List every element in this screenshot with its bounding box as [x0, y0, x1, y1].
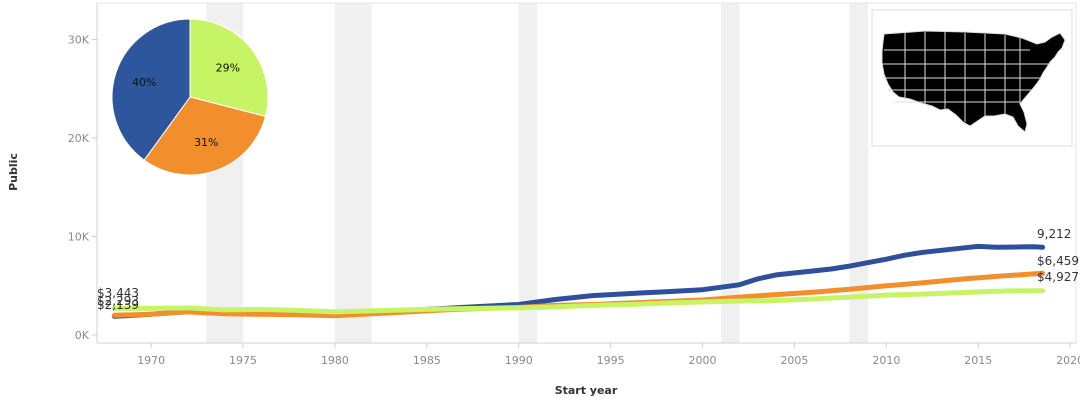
- y-axis-title: Public: [7, 153, 20, 191]
- state-borders: [882, 32, 1050, 122]
- y-tick-label: 10K: [68, 231, 90, 244]
- recession-band: [849, 3, 868, 343]
- y-tick-label: 30K: [68, 34, 90, 47]
- recession-band: [518, 3, 538, 343]
- x-tick-label: 1970: [137, 354, 165, 367]
- pie-slice-label: 31%: [194, 136, 218, 149]
- recession-band: [334, 3, 372, 343]
- x-tick-label: 2020: [1056, 354, 1080, 367]
- x-tick-label: 1980: [321, 354, 349, 367]
- x-ticks: 1970 1975 1980 1985 1990 1995 2000 2005 2010 2015…: [137, 343, 1080, 367]
- x-tick-label: 2015: [964, 354, 992, 367]
- x-tick-label: 2000: [689, 354, 717, 367]
- series-start-label: $2,293: [97, 294, 139, 308]
- pie-slice: [111, 18, 191, 161]
- x-tick-label: 2005: [780, 354, 808, 367]
- series-line-3: [111, 288, 1046, 315]
- series-end-label: $6,459: [1037, 254, 1079, 268]
- series-labels: $2,293 9,212 $2,139 $6,459 $3,443 $4,927: [97, 227, 1079, 312]
- series-start-label: $3,443: [97, 286, 139, 300]
- pie-slice: [143, 96, 267, 176]
- x-tick-label: 2010: [872, 354, 900, 367]
- recession-band: [720, 3, 740, 343]
- series-start-label: $2,139: [97, 298, 139, 312]
- pie-slice: [189, 18, 269, 118]
- us-map-inset: [871, 9, 1073, 147]
- x-axis-title: Start year: [555, 384, 618, 397]
- series-lines: [111, 243, 1046, 319]
- x-tick-label: 1975: [229, 354, 257, 367]
- y-tick-label: 20K: [68, 132, 90, 145]
- x-tick-label: 1985: [413, 354, 441, 367]
- y-ticks: 0K 10K 20K 30K: [68, 34, 97, 342]
- series-end-label: 9,212: [1037, 227, 1071, 241]
- x-tick-label: 1990: [505, 354, 533, 367]
- series-end-label: $4,927: [1037, 270, 1079, 284]
- x-tick-label: 1995: [597, 354, 625, 367]
- recession-bands: [206, 3, 868, 343]
- pie-slice-label: 29%: [216, 62, 240, 75]
- y-tick-label: 0K: [75, 329, 90, 342]
- axes: [96, 2, 1077, 344]
- pie-slice-label: 40%: [132, 76, 156, 89]
- pie-chart: 29% 31% 40%: [111, 18, 269, 176]
